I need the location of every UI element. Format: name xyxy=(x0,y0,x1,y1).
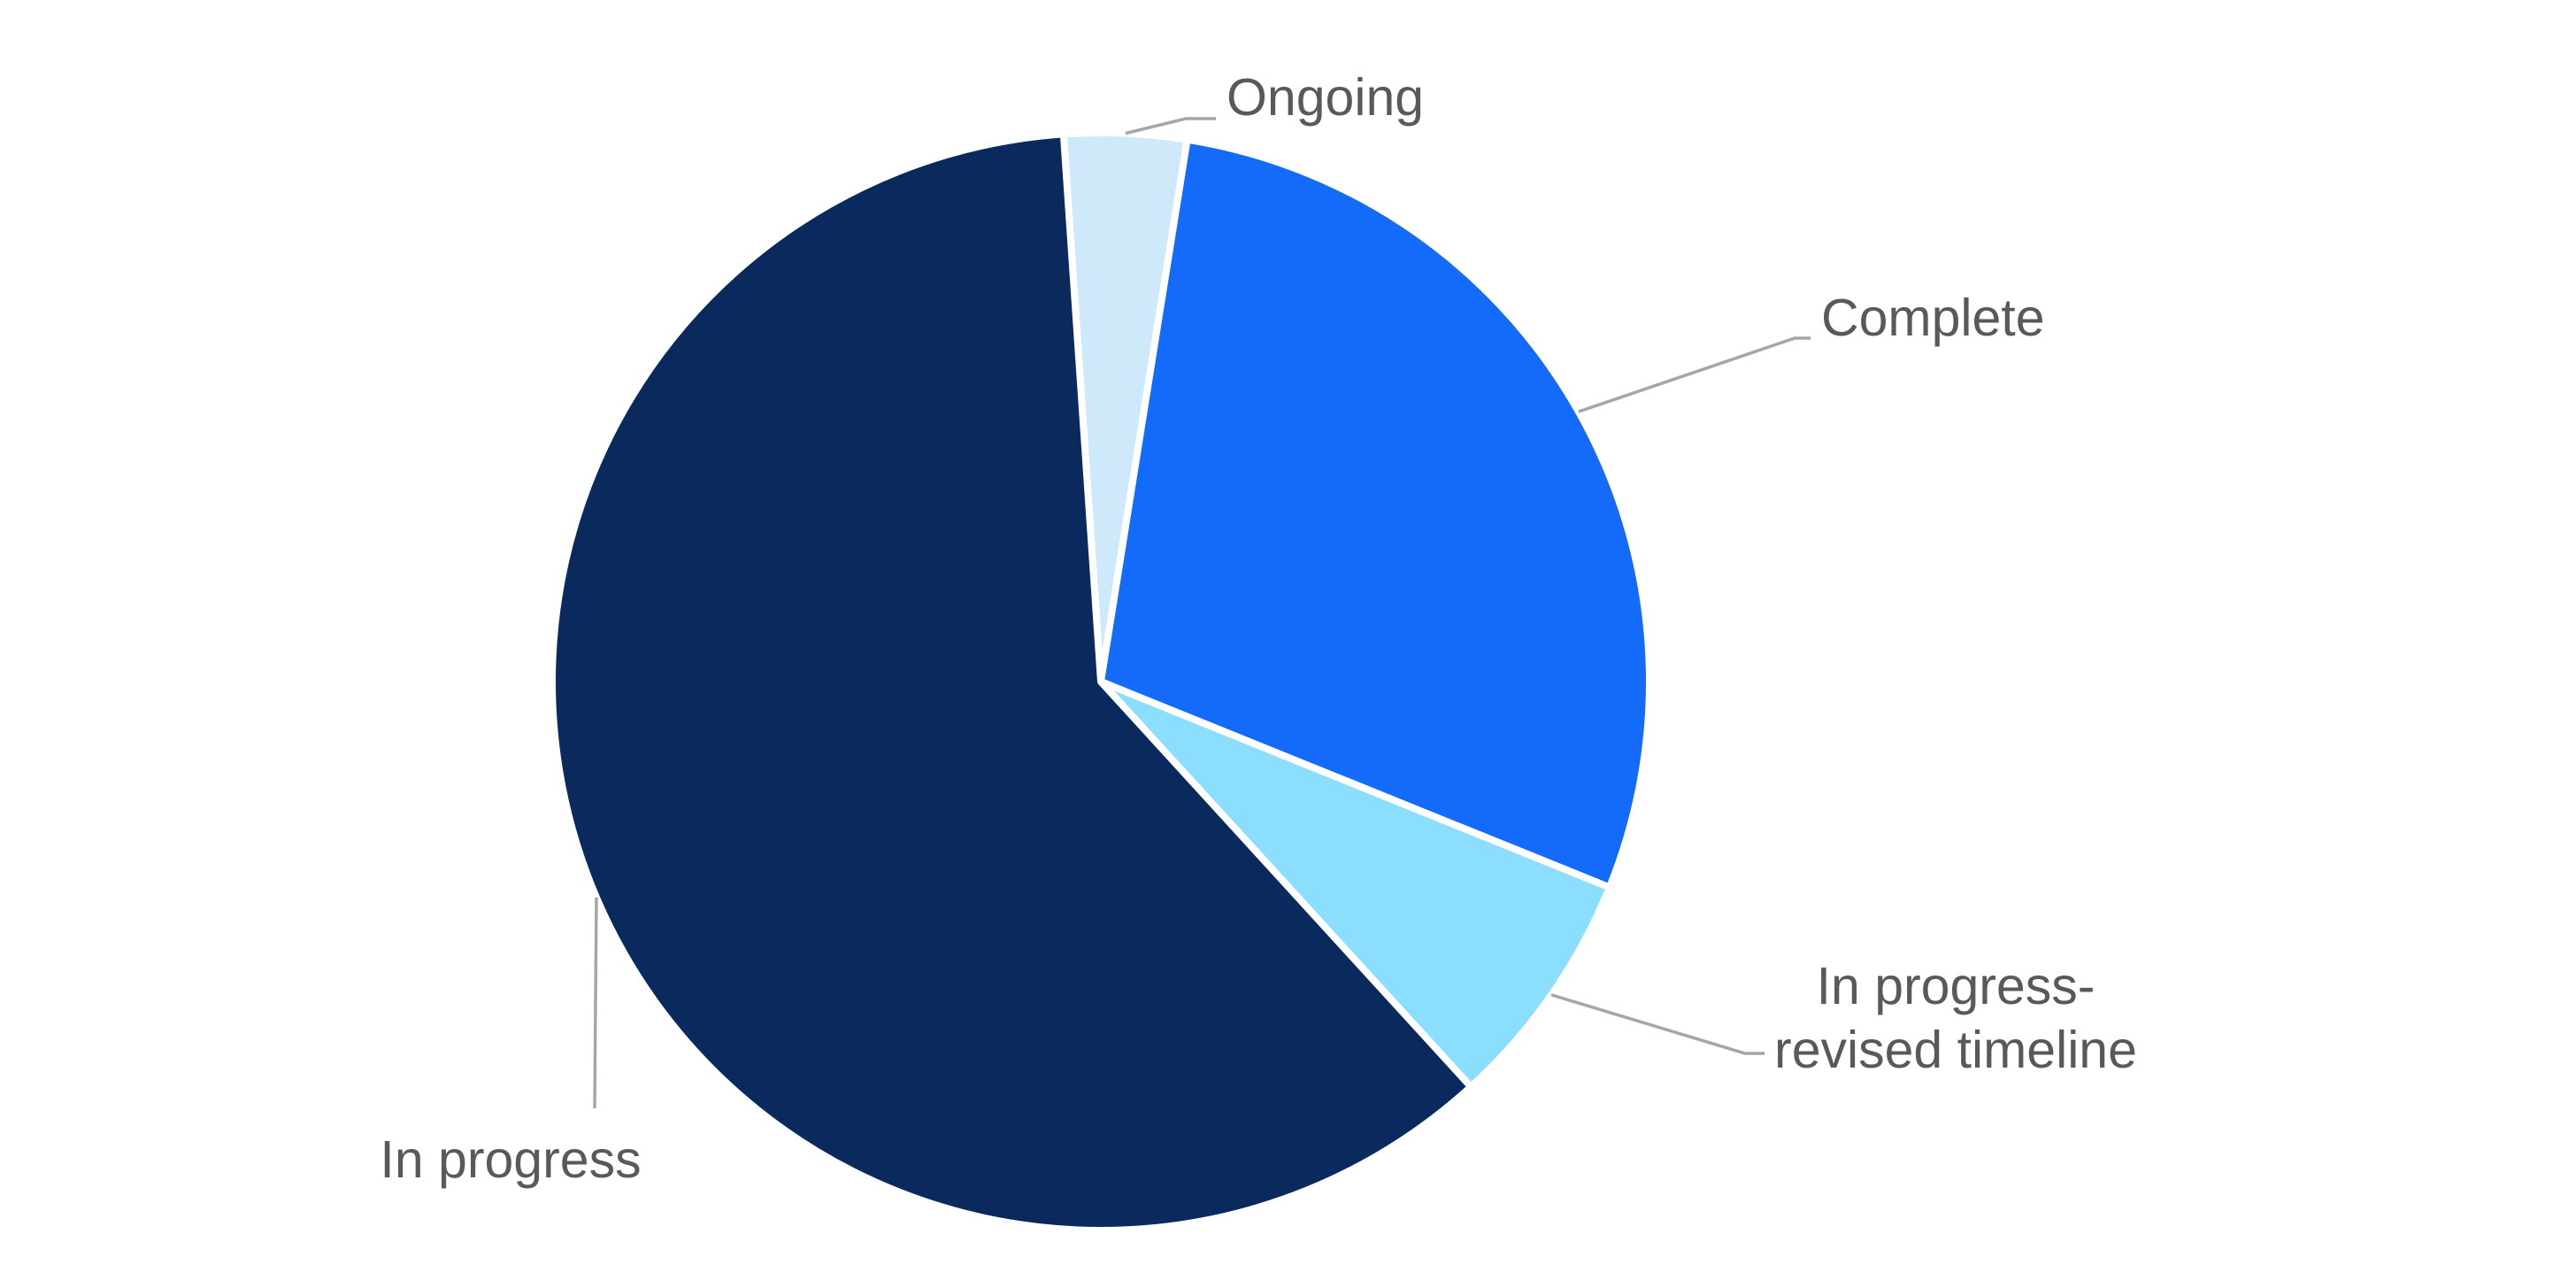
leader-line-in-progress xyxy=(593,897,598,1109)
label-in-progress: In progress xyxy=(380,1130,641,1189)
label-ongoing: Ongoing xyxy=(1226,68,1424,127)
leader-line-ongoing xyxy=(1125,117,1216,135)
leader-line-in-progress-revised-timeline xyxy=(1550,993,1765,1055)
pie-slice-complete[interactable] xyxy=(1097,135,1653,891)
label-complete: Complete xyxy=(1821,289,2045,347)
label-in-progress-revised-timeline: In progress-revised timeline xyxy=(1774,957,2137,1079)
leader-line-complete xyxy=(1578,336,1811,413)
